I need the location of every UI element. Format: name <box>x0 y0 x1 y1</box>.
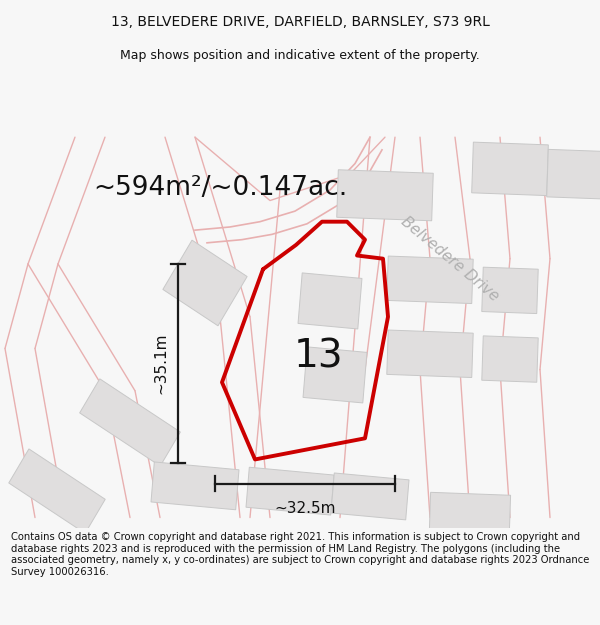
Polygon shape <box>163 240 247 326</box>
Polygon shape <box>331 473 409 520</box>
Polygon shape <box>387 256 473 304</box>
Polygon shape <box>80 379 181 466</box>
Text: Belvedere Drive: Belvedere Drive <box>398 214 502 304</box>
Polygon shape <box>151 462 239 510</box>
Polygon shape <box>303 347 367 403</box>
Polygon shape <box>387 330 473 378</box>
Polygon shape <box>246 468 334 515</box>
Polygon shape <box>430 492 511 532</box>
Polygon shape <box>337 170 433 221</box>
Polygon shape <box>482 267 538 314</box>
Text: 13, BELVEDERE DRIVE, DARFIELD, BARNSLEY, S73 9RL: 13, BELVEDERE DRIVE, DARFIELD, BARNSLEY,… <box>110 15 490 29</box>
Polygon shape <box>547 149 600 199</box>
Text: Contains OS data © Crown copyright and database right 2021. This information is : Contains OS data © Crown copyright and d… <box>11 532 589 577</box>
Polygon shape <box>298 273 362 329</box>
Text: ~32.5m: ~32.5m <box>274 501 336 516</box>
Polygon shape <box>482 336 538 382</box>
Text: 13: 13 <box>293 338 343 376</box>
Polygon shape <box>472 142 548 196</box>
Text: ~35.1m: ~35.1m <box>153 332 168 394</box>
Text: Map shows position and indicative extent of the property.: Map shows position and indicative extent… <box>120 49 480 62</box>
Polygon shape <box>9 449 105 533</box>
Text: ~594m²/~0.147ac.: ~594m²/~0.147ac. <box>93 175 347 201</box>
